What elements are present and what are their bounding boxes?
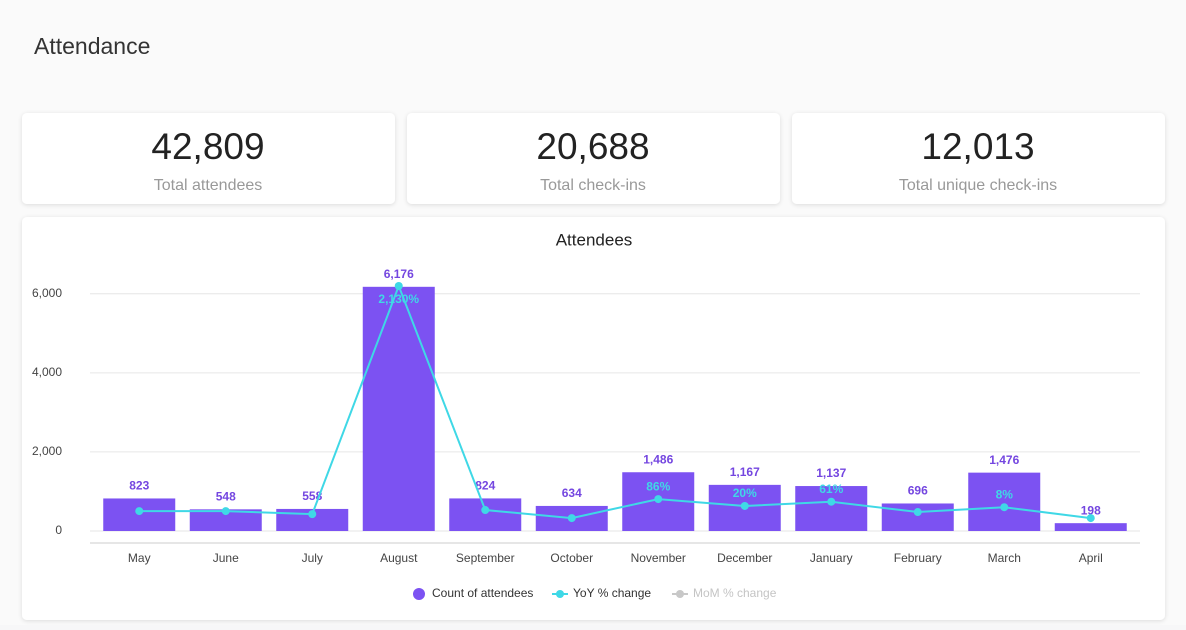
line-point xyxy=(1086,514,1095,523)
card xyxy=(407,113,780,204)
x-tick-label: January xyxy=(810,551,853,565)
card xyxy=(792,113,1165,204)
legend-swatch xyxy=(556,590,564,598)
x-tick-label: May xyxy=(128,551,151,565)
legend-label: MoM % change xyxy=(693,586,777,600)
y-tick-label: 4,000 xyxy=(32,365,62,379)
x-tick-label: July xyxy=(302,551,323,565)
line-point xyxy=(1000,503,1009,512)
line-label: 86% xyxy=(646,479,670,493)
bar-label: 1,476 xyxy=(989,453,1019,467)
x-tick-label: August xyxy=(380,551,418,565)
x-tick-label: October xyxy=(550,551,593,565)
x-tick-label: March xyxy=(988,551,1021,565)
line-label: 20% xyxy=(733,486,757,500)
bar-label: 696 xyxy=(908,484,928,498)
bar xyxy=(1054,523,1127,531)
y-tick-label: 0 xyxy=(55,523,62,537)
bar-label: 634 xyxy=(562,486,582,500)
card-value: 12,013 xyxy=(921,126,1034,167)
line-point xyxy=(308,510,317,519)
card xyxy=(22,113,395,204)
bar-label: 198 xyxy=(1081,503,1101,517)
line-point xyxy=(135,507,144,516)
bar xyxy=(795,486,868,531)
x-tick-label: September xyxy=(456,551,515,565)
bar-label: 824 xyxy=(475,479,495,493)
line-label: 8% xyxy=(996,487,1014,501)
bar-label: 1,137 xyxy=(816,466,846,480)
x-tick-label: June xyxy=(213,551,239,565)
line-point xyxy=(740,501,749,510)
bar-label: 1,486 xyxy=(643,452,673,466)
line-point xyxy=(827,497,836,506)
y-tick-label: 2,000 xyxy=(32,444,62,458)
bar xyxy=(189,509,262,531)
bar xyxy=(362,286,435,531)
bar xyxy=(968,472,1041,531)
x-tick-label: April xyxy=(1079,551,1103,565)
bar-label: 1,167 xyxy=(730,465,760,479)
line-point xyxy=(913,508,922,517)
x-tick-label: February xyxy=(894,551,942,565)
line xyxy=(139,283,1091,520)
card-label: Total unique check-ins xyxy=(899,177,1057,194)
x-tick-label: November xyxy=(631,551,686,565)
card-value: 42,809 xyxy=(151,126,264,167)
line-point xyxy=(654,495,663,504)
line-label: 61% xyxy=(819,482,843,496)
legend-swatch xyxy=(413,588,425,600)
bar xyxy=(449,498,522,531)
x-tick-label: December xyxy=(717,551,772,565)
card-label: Total check-ins xyxy=(540,177,646,194)
line-point xyxy=(394,281,403,290)
line-point xyxy=(481,506,490,515)
line-point xyxy=(567,514,576,523)
card-value: 20,688 xyxy=(536,126,649,167)
bar-label: 548 xyxy=(216,490,236,504)
legend-label: Count of attendees xyxy=(432,586,533,600)
chart-title: Attendees xyxy=(556,230,633,249)
line-point xyxy=(221,507,230,516)
card-label: Total attendees xyxy=(154,177,263,194)
bar xyxy=(881,503,954,531)
legend-label: YoY % change xyxy=(573,586,651,600)
page-title: Attendance xyxy=(34,33,150,59)
legend-swatch xyxy=(676,590,684,598)
bar-label: 823 xyxy=(129,479,149,493)
y-tick-label: 6,000 xyxy=(32,286,62,300)
bar-label: 6,176 xyxy=(384,267,414,281)
line-label: 2,130% xyxy=(378,292,419,306)
